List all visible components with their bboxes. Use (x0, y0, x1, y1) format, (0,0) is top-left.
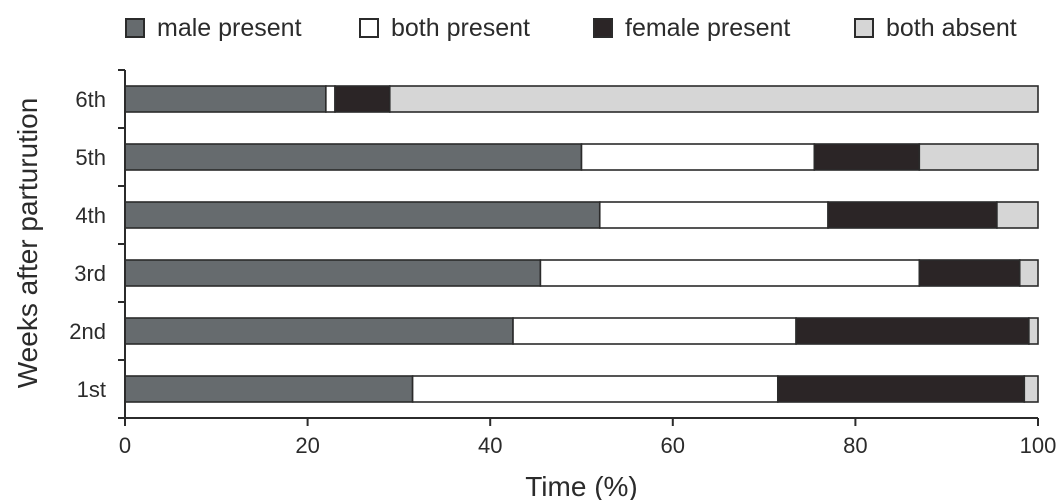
chart-legend: male present both present female present… (0, 12, 1061, 44)
legend-swatch-female-present (593, 18, 613, 38)
bar-segment-2nd-both-absent (1028, 317, 1039, 345)
bar-segment-6th-female-present (334, 85, 391, 113)
y-tick-label-3rd: 3rd (74, 261, 106, 286)
bar-series-group (124, 85, 1039, 403)
bar-segment-3rd-both-present (539, 259, 921, 287)
bar-segment-1st-both-absent (1023, 375, 1039, 403)
bar-segment-1st-male-present (124, 375, 414, 403)
legend-label-both-absent: both absent (886, 13, 1017, 42)
x-tick-label-0: 0 (119, 433, 131, 458)
legend-item-male-present: male present (125, 12, 302, 44)
bar-segment-2nd-both-present (512, 317, 797, 345)
bar-segment-4th-male-present (124, 201, 601, 229)
legend-item-both-present: both present (359, 12, 530, 44)
y-tick-label-1st: 1st (77, 377, 106, 402)
legend-item-both-absent: both absent (854, 12, 1017, 44)
bar-segment-5th-male-present (124, 143, 583, 171)
axes-group (118, 69, 1039, 426)
x-axis-title: Time (%) (525, 471, 638, 500)
bar-segment-1st-both-present (411, 375, 779, 403)
bar-segment-5th-female-present (813, 143, 921, 171)
y-tick-label-2nd: 2nd (69, 319, 106, 344)
labels-group: 6th 5th 4th 3rd 2nd 1st 0 20 40 60 80 100 Time (%) We… (12, 87, 1056, 500)
x-tick-label-60: 60 (661, 433, 685, 458)
bar-segment-2nd-male-present (124, 317, 514, 345)
x-tick-label-20: 20 (295, 433, 319, 458)
y-tick-label-5th: 5th (75, 145, 106, 170)
legend-item-female-present: female present (593, 12, 790, 44)
x-tick-label-100: 100 (1020, 433, 1057, 458)
bar-segment-4th-female-present (827, 201, 998, 229)
bar-segment-6th-male-present (124, 85, 327, 113)
x-tick-label-40: 40 (478, 433, 502, 458)
bar-segment-4th-both-absent (996, 201, 1039, 229)
legend-swatch-male-present (125, 18, 145, 38)
bar-segment-4th-both-present (598, 201, 829, 229)
legend-label-both-present: both present (391, 13, 530, 42)
y-tick-label-6th: 6th (75, 87, 106, 112)
legend-label-male-present: male present (157, 13, 302, 42)
x-tick-label-80: 80 (843, 433, 867, 458)
bar-segment-6th-both-present (325, 85, 336, 113)
bar-segment-5th-both-absent (918, 143, 1039, 171)
legend-label-female-present: female present (625, 13, 791, 42)
bar-segment-2nd-female-present (795, 317, 1030, 345)
y-axis-title: Weeks after parturution (12, 98, 43, 389)
legend-swatch-both-present (359, 18, 379, 38)
y-tick-label-4th: 4th (75, 203, 106, 228)
legend-swatch-both-absent (854, 18, 874, 38)
bar-segment-5th-both-present (580, 143, 816, 171)
bar-segment-1st-female-present (776, 375, 1026, 403)
bar-segment-3rd-female-present (918, 259, 1021, 287)
bar-segment-6th-both-absent (388, 85, 1039, 113)
bar-segment-3rd-male-present (124, 259, 542, 287)
bar-segment-3rd-both-absent (1018, 259, 1039, 287)
